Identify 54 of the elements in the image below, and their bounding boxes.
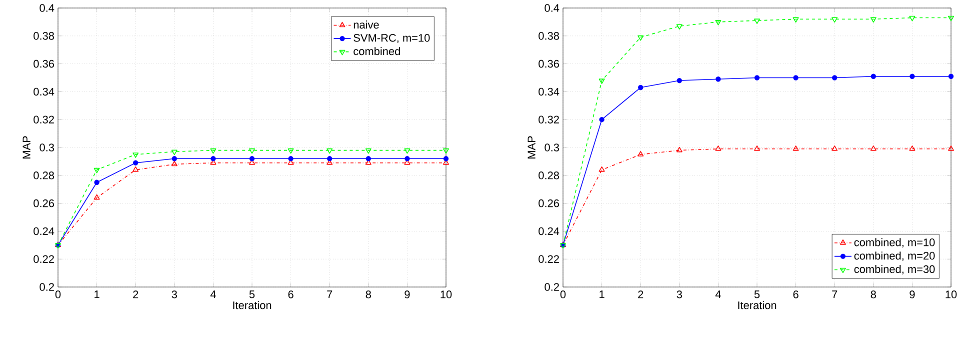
y-tick-label: 0.38	[538, 32, 560, 40]
x-axis-title: Iteration	[233, 301, 272, 310]
y-tick-label: 0.3	[40, 144, 54, 152]
y-tick-label: 0.4	[40, 4, 54, 12]
x-tick-label: 0	[560, 290, 566, 298]
x-tick-label: 8	[870, 290, 876, 298]
y-tick-label: 0.36	[34, 60, 54, 68]
legend-label: combined	[354, 47, 400, 56]
legend-label: combined, m=10	[854, 238, 935, 248]
y-tick-label: 0.24	[34, 227, 54, 236]
y-tick-label: 0.28	[34, 172, 54, 180]
x-tick-label: 1	[94, 290, 100, 298]
x-tick-label: 9	[910, 290, 915, 298]
y-tick-label: 0.26	[538, 199, 560, 208]
x-tick-label: 7	[327, 290, 332, 298]
x-tick-label: 5	[249, 290, 255, 298]
legend-label: combined, m=20	[854, 252, 935, 261]
x-tick-label: 6	[288, 290, 294, 298]
y-tick-label: 0.22	[34, 255, 54, 263]
x-tick-label: 10	[946, 290, 957, 298]
y-tick-label: 0.38	[34, 32, 54, 40]
x-tick-label: 7	[832, 290, 838, 298]
y-tick-label: 0.28	[538, 172, 560, 180]
x-tick-label: 8	[366, 290, 371, 298]
y-tick-label: 0.34	[538, 88, 560, 96]
y-tick-label: 0.34	[34, 88, 54, 96]
x-tick-label: 3	[676, 290, 682, 298]
y-tick-label: 0.32	[538, 116, 559, 124]
y-tick-label: 0.4	[544, 4, 560, 12]
y-axis-title: MAP	[22, 136, 30, 158]
y-tick-label: 0.32	[34, 116, 54, 124]
x-tick-label: 9	[404, 290, 410, 298]
y-tick-label: 0.24	[538, 227, 560, 236]
x-axis-title: Iteration	[738, 301, 776, 310]
y-tick-label: 0.2	[544, 283, 559, 291]
y-tick-label: 0.22	[538, 255, 559, 263]
x-tick-label: 2	[638, 290, 644, 298]
y-axis-title: MAP	[528, 136, 536, 158]
x-tick-label: 0	[55, 290, 61, 298]
x-tick-label: 5	[754, 290, 760, 298]
x-tick-label: 6	[793, 290, 798, 298]
legend-label: naive	[354, 20, 379, 29]
legend-label: combined, m=30	[854, 265, 935, 274]
y-tick-label: 0.26	[34, 199, 54, 208]
x-tick-label: 1	[600, 290, 604, 298]
legend-label: SVM-RC, m=10	[354, 34, 430, 44]
x-tick-label: 4	[210, 290, 216, 298]
x-tick-label: 10	[440, 290, 452, 298]
y-tick-label: 0.36	[538, 60, 560, 68]
y-tick-label: 0.3	[544, 144, 560, 152]
x-tick-label: 4	[715, 290, 721, 298]
x-tick-label: 3	[172, 290, 177, 298]
x-tick-label: 2	[133, 290, 138, 298]
y-tick-label: 0.2	[40, 283, 54, 291]
